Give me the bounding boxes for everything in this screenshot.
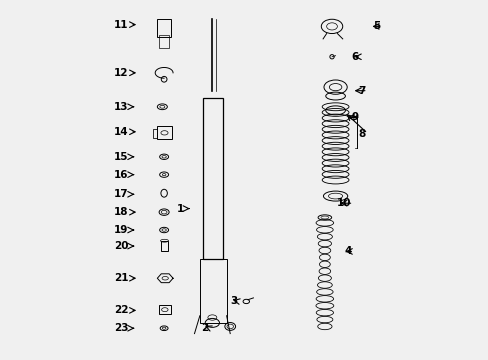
Text: 9: 9 xyxy=(351,112,358,122)
Text: 12: 12 xyxy=(114,68,128,78)
Text: 21: 21 xyxy=(114,273,128,283)
Text: 15: 15 xyxy=(114,152,128,162)
Text: 1: 1 xyxy=(176,203,183,213)
Text: 4: 4 xyxy=(344,247,351,256)
Text: 22: 22 xyxy=(114,305,128,315)
Text: 8: 8 xyxy=(358,129,365,139)
Text: 23: 23 xyxy=(114,323,128,333)
Text: 6: 6 xyxy=(351,52,358,62)
Text: 18: 18 xyxy=(114,207,128,217)
Bar xyxy=(203,98,223,258)
Bar xyxy=(159,35,169,48)
Bar xyxy=(200,258,226,323)
Text: 7: 7 xyxy=(358,86,365,96)
Text: 10: 10 xyxy=(337,198,351,208)
Text: 2: 2 xyxy=(201,323,208,333)
Text: 3: 3 xyxy=(230,296,237,306)
Bar xyxy=(159,305,171,314)
Text: 11: 11 xyxy=(114,19,128,30)
Text: 5: 5 xyxy=(372,21,380,31)
Bar xyxy=(160,241,168,251)
Text: 14: 14 xyxy=(114,127,128,137)
Text: 17: 17 xyxy=(114,189,128,199)
Bar xyxy=(157,126,172,139)
Text: 13: 13 xyxy=(114,102,128,112)
Text: 19: 19 xyxy=(114,225,128,235)
Text: 16: 16 xyxy=(114,170,128,180)
Text: 20: 20 xyxy=(114,241,128,251)
Bar xyxy=(157,19,171,37)
